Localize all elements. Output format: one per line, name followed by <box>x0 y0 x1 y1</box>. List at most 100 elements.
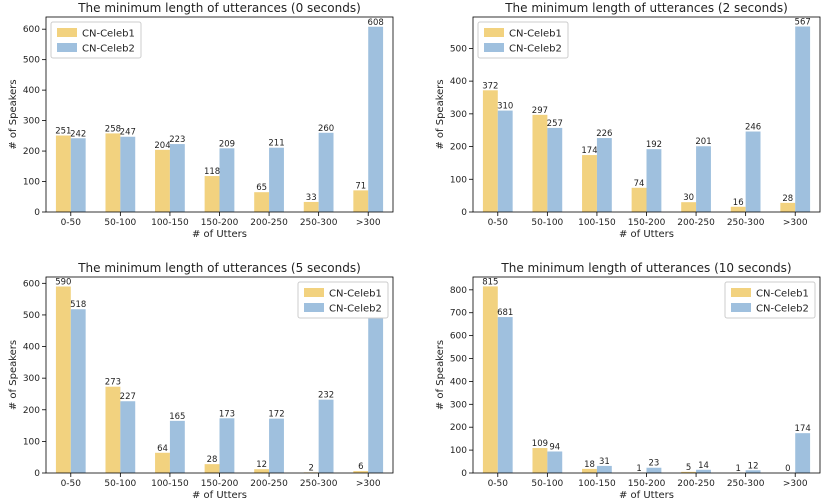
y-tick-label: 100 <box>450 446 467 456</box>
x-tick-label: 250-300 <box>727 479 765 489</box>
legend-swatch <box>731 303 751 312</box>
bar <box>204 464 220 473</box>
y-tick-label: 500 <box>450 44 467 54</box>
bar-value-label: 209 <box>219 139 235 149</box>
x-tick-label: 0-50 <box>488 479 509 489</box>
bar-value-label: 260 <box>318 124 334 134</box>
x-tick-label: 200-250 <box>677 218 715 228</box>
bar-value-label: 12 <box>256 460 267 470</box>
y-tick-label: 300 <box>450 110 467 120</box>
y-tick-label: 300 <box>23 374 40 384</box>
y-tick-label: 300 <box>450 400 467 410</box>
bar <box>318 132 334 212</box>
x-tick-label: >300 <box>356 218 381 228</box>
bar <box>696 146 711 212</box>
bar <box>219 418 235 473</box>
bar <box>70 138 86 212</box>
bar-value-label: 173 <box>219 409 235 419</box>
bar-value-label: 227 <box>120 392 136 402</box>
bar <box>105 133 121 212</box>
bar-value-label: 1 <box>735 464 740 474</box>
bar <box>795 26 811 213</box>
bar <box>482 286 498 473</box>
bar <box>353 190 369 212</box>
legend-label: CN-Celeb1 <box>329 289 382 300</box>
plot-frame <box>472 276 821 474</box>
bar-value-label: 226 <box>596 129 612 139</box>
bar <box>596 138 612 212</box>
bar <box>547 451 563 473</box>
x-tick-label: 0-50 <box>61 479 82 489</box>
bar-value-label: 0 <box>785 464 790 474</box>
bar-value-label: 223 <box>169 135 185 145</box>
bar-value-label: 251 <box>55 127 71 137</box>
bar <box>105 386 121 473</box>
y-tick-label: 0 <box>461 469 467 479</box>
chart-2: The minimum length of utterances (2 seco… <box>435 1 821 240</box>
bar <box>582 468 597 473</box>
bar-value-label: 174 <box>581 146 597 156</box>
y-tick-label: 0 <box>34 208 40 218</box>
x-tick-label: 100-150 <box>151 479 189 489</box>
y-tick-label: 400 <box>450 377 467 387</box>
y-tick-label: 100 <box>23 178 40 188</box>
y-tick-label: 400 <box>23 86 40 96</box>
bar <box>269 147 284 212</box>
bar <box>482 90 498 212</box>
bar <box>646 467 662 473</box>
legend-swatch <box>731 288 751 297</box>
bar-value-label: 6 <box>358 462 363 472</box>
x-tick-label: 200-250 <box>677 479 715 489</box>
chart-title: The minimum length of utterances (5 seco… <box>77 261 361 275</box>
bar <box>318 399 334 473</box>
bar <box>303 201 319 212</box>
x-tick-label: 50-100 <box>104 218 136 228</box>
bar <box>169 420 185 473</box>
x-tick-label: 150-200 <box>628 479 666 489</box>
bar <box>55 135 71 212</box>
y-tick-label: 0 <box>34 469 40 479</box>
bar <box>631 187 647 212</box>
bar-value-label: 64 <box>157 444 168 454</box>
legend-label: CN-Celeb2 <box>82 44 135 55</box>
x-tick-label: 200-250 <box>250 218 288 228</box>
chart-4: The minimum length of utterances (10 sec… <box>435 261 821 501</box>
y-tick-label: 400 <box>23 343 40 353</box>
legend-label: CN-Celeb1 <box>509 29 562 40</box>
y-tick-label: 200 <box>450 423 467 433</box>
bar-value-label: 258 <box>105 124 121 134</box>
bar-value-label: 28 <box>207 455 218 465</box>
bar-value-label: 211 <box>268 139 284 149</box>
bar <box>254 192 270 212</box>
chart-title: The minimum length of utterances (0 seco… <box>77 1 361 15</box>
y-tick-label: 500 <box>23 311 40 321</box>
bar-value-label: 74 <box>634 179 645 189</box>
y-tick-label: 800 <box>450 286 467 296</box>
y-axis-label: # of Speakers <box>435 340 446 410</box>
x-axis-label: # of Utters <box>619 229 674 240</box>
bar-value-label: 310 <box>497 102 513 112</box>
bar <box>368 316 384 473</box>
legend-swatch <box>484 28 504 37</box>
bar-value-label: 109 <box>532 439 548 449</box>
bar-value-label: 30 <box>683 193 694 203</box>
x-tick-label: 250-300 <box>300 479 338 489</box>
bar <box>70 309 86 473</box>
bar <box>582 155 597 212</box>
bar-value-label: 246 <box>745 123 761 133</box>
bar <box>646 149 662 212</box>
bar <box>269 418 284 473</box>
bar-value-label: 247 <box>120 128 136 138</box>
x-tick-label: >300 <box>783 479 808 489</box>
bar-value-label: 204 <box>154 141 170 151</box>
bar-value-label: 242 <box>70 129 86 139</box>
bar-value-label: 567 <box>795 17 811 27</box>
bar-value-label: 372 <box>482 81 498 91</box>
bar-value-label: 1 <box>636 464 641 474</box>
bar <box>55 286 71 473</box>
y-tick-label: 600 <box>450 332 467 342</box>
bar <box>120 401 136 473</box>
bar <box>532 114 548 212</box>
bar-value-label: 590 <box>55 277 71 287</box>
chart-title: The minimum length of utterances (2 seco… <box>504 1 788 15</box>
